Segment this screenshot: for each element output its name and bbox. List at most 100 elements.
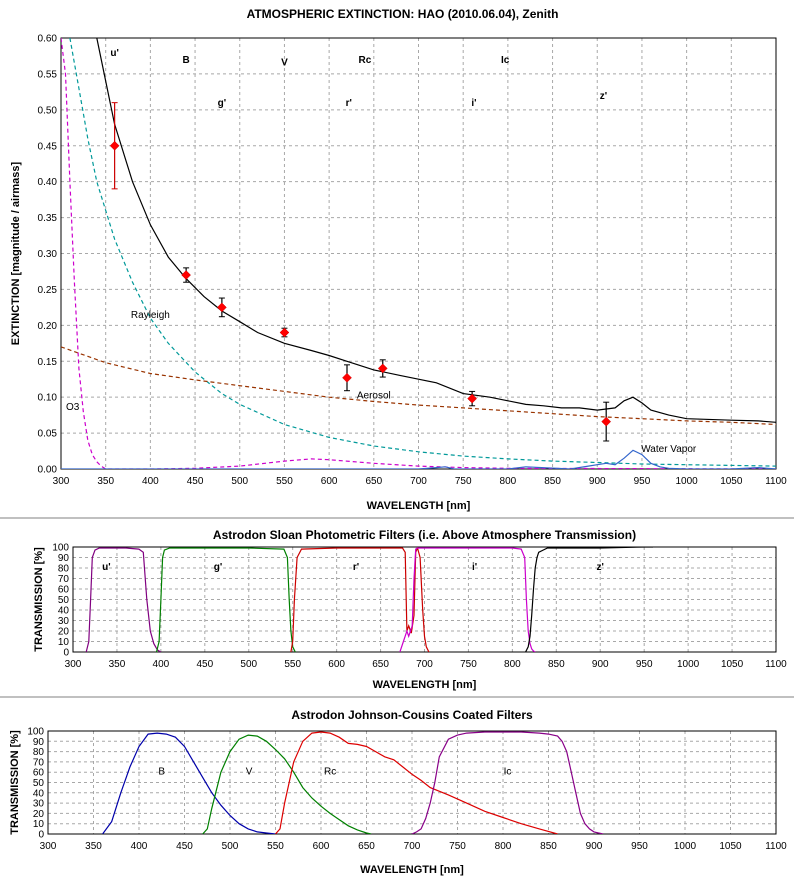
band-label: i' [472,562,477,573]
y-tick-label: 70 [58,574,70,585]
y-tick-label: 0 [38,830,44,841]
x-tick-label: 1050 [720,476,743,487]
x-tick-label: 900 [589,476,606,487]
band-label: r' [346,98,352,109]
x-axis-label: WAVELENGTH [nm] [373,679,477,691]
y-tick-label: 0.50 [38,105,58,116]
x-tick-label: 1000 [676,476,699,487]
x-tick-label: 750 [455,476,472,487]
x-tick-label: 650 [365,476,382,487]
x-tick-label: 500 [240,659,257,670]
y-tick-label: 90 [58,553,70,564]
y-tick-label: 70 [33,757,45,768]
y-tick-label: 0.30 [38,249,58,260]
x-tick-label: 600 [328,659,345,670]
y-tick-label: 0.25 [38,285,58,296]
y-tick-label: 10 [58,637,70,648]
y-tick-label: 60 [58,585,70,596]
y-axis-label: TRANSMISSION [%] [9,730,21,835]
y-tick-label: 10 [33,819,45,830]
band-label: u' [102,562,111,573]
x-tick-label: 350 [109,659,126,670]
y-tick-label: 0.15 [38,357,58,368]
x-tick-label: 750 [449,841,466,852]
y-tick-label: 80 [58,564,70,575]
x-tick-label: 450 [196,659,213,670]
data-point [181,270,191,280]
x-tick-label: 850 [548,659,565,670]
y-tick-label: 90 [33,737,45,748]
series-line [411,731,604,834]
x-tick-label: 950 [636,659,653,670]
data-point [467,393,477,404]
x-tick-label: 950 [631,841,648,852]
y-tick-label: 20 [58,627,70,638]
y-tick-label: 20 [33,809,45,820]
band-label: i' [471,98,476,109]
band-label: Ic [501,55,510,66]
series-line [202,734,372,834]
y-tick-label: 0.05 [38,429,58,440]
x-tick-label: 450 [187,476,204,487]
curve-label: Rayleigh [131,310,170,321]
x-tick-label: 850 [544,476,561,487]
y-axis-label: EXTINCTION [magnitude / airmass] [10,161,22,345]
x-tick-label: 650 [372,659,389,670]
band-label: V [246,766,253,777]
y-tick-label: 50 [33,778,45,789]
x-tick-label: 1000 [674,841,697,852]
y-tick-label: 0.10 [38,393,58,404]
data-point [217,302,227,313]
x-tick-label: 500 [231,476,248,487]
y-tick-label: 40 [58,606,70,617]
x-tick-label: 750 [460,659,477,670]
band-label: Ic [504,766,512,777]
band-label: u' [110,48,119,59]
plot-area [85,547,653,652]
series-line [102,732,276,834]
band-label: V [281,57,288,68]
band-label: B [158,766,165,777]
series-line [61,449,776,469]
x-tick-label: 900 [592,659,609,670]
series-line [61,38,776,469]
x-tick-label: 600 [313,841,330,852]
chart-panel-3: Astrodon Johnson-Cousins Coated Filters 3… [9,708,787,876]
y-tick-label: 0.60 [38,34,58,45]
x-tick-label: 400 [153,659,170,670]
y-tick-label: 30 [33,799,45,810]
x-tick-label: 500 [222,841,239,852]
y-tick-label: 40 [33,788,45,799]
x-tick-label: 350 [85,841,102,852]
y-tick-label: 60 [33,768,45,779]
band-label: r' [353,562,359,573]
x-tick-label: 400 [142,476,159,487]
series-line [275,731,558,834]
band-label: g' [214,562,223,573]
x-axis-label: WAVELENGTH [nm] [360,864,464,876]
series-line [96,38,776,423]
data-point [601,416,612,427]
x-tick-label: 1050 [719,841,742,852]
data-point [279,327,290,338]
x-tick-label: 550 [276,476,293,487]
series-line [85,547,162,652]
y-tick-label: 50 [58,595,70,606]
chart-title: ATMOSPHERIC EXTINCTION: HAO (2010.06.04)… [247,7,559,21]
band-label: z' [597,562,604,573]
x-tick-label: 800 [500,476,517,487]
chart-title: Astrodon Johnson-Cousins Coated Filters [291,708,533,722]
band-label: z' [600,91,607,102]
curve-label: Water Vapor [641,444,697,455]
y-tick-label: 0.45 [38,141,58,152]
x-tick-label: 350 [97,476,114,487]
x-tick-label: 400 [131,841,148,852]
series-line [290,547,430,652]
series-line [69,38,776,467]
y-tick-label: 80 [33,747,45,758]
x-tick-label: 700 [416,659,433,670]
chart-title: Astrodon Sloan Photometric Filters (i.e.… [213,528,636,542]
x-tick-label: 800 [504,659,521,670]
x-tick-label: 300 [65,659,82,670]
